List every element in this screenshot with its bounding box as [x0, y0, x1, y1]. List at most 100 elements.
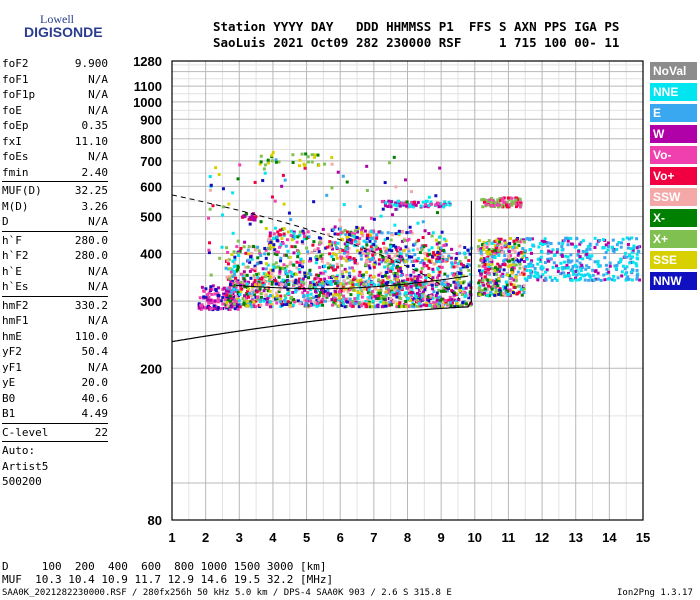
echo-point [295, 240, 299, 244]
echo-point [430, 281, 434, 285]
y-tick-label: 900 [140, 112, 162, 127]
echo-point [385, 236, 389, 240]
echo-point [268, 300, 272, 304]
echo-point [487, 239, 491, 243]
echo-point [291, 290, 295, 294]
echo-point [259, 220, 263, 224]
echo-point [442, 286, 446, 290]
echo-point [567, 273, 571, 277]
echo-point [575, 273, 579, 277]
echo-point [253, 275, 257, 279]
echo-point [292, 232, 296, 236]
echo-point [575, 259, 579, 263]
echo-point [522, 287, 526, 291]
echo-point [450, 301, 454, 305]
echo-point [419, 296, 423, 300]
echo-point [241, 297, 245, 301]
echo-point [635, 277, 639, 281]
echo-point [435, 211, 439, 215]
echo-point [519, 250, 523, 254]
echo-point [508, 288, 512, 292]
echo-point [391, 267, 395, 271]
echo-point [225, 246, 229, 250]
echo-point [417, 288, 421, 292]
echo-point [524, 265, 528, 269]
echo-point [525, 257, 529, 261]
param-key: h`Es [2, 280, 29, 293]
echo-point [367, 302, 371, 306]
echo-point [311, 243, 315, 247]
echo-point [487, 259, 491, 263]
echo-point [218, 256, 222, 260]
echo-point [359, 257, 363, 261]
echo-point [399, 282, 403, 286]
echo-point [570, 259, 574, 263]
echo-point [493, 252, 497, 256]
echo-point [635, 246, 639, 250]
echo-point [277, 160, 281, 164]
echo-point [284, 296, 288, 300]
echo-point [271, 245, 275, 249]
echo-point [518, 261, 522, 265]
echo-point [608, 264, 612, 268]
echo-point [280, 184, 284, 188]
echo-point [300, 265, 304, 269]
echo-point [390, 249, 394, 253]
echo-point [413, 292, 417, 296]
echo-point [336, 232, 340, 236]
echo-point [255, 290, 259, 294]
echo-point [408, 225, 412, 229]
echo-point [259, 303, 263, 307]
echo-point [265, 286, 269, 290]
x-tick-label: 1 [168, 530, 175, 545]
echo-point [321, 297, 325, 301]
param-row-md: M(D) 3.26 [2, 199, 108, 215]
echo-point [272, 243, 276, 247]
echo-point [564, 254, 568, 258]
echo-point [321, 303, 325, 307]
echo-point [296, 281, 300, 285]
echo-point [503, 254, 507, 258]
echo-point [373, 260, 377, 264]
echo-point [619, 257, 623, 261]
echo-point [615, 247, 619, 251]
echo-point [381, 279, 385, 283]
echo-point [574, 278, 578, 282]
echo-point [285, 238, 289, 242]
echo-point [309, 299, 313, 303]
echo-point [619, 260, 623, 264]
echo-point [416, 299, 420, 303]
echo-point [352, 232, 356, 236]
echo-point [413, 242, 417, 246]
echo-point [229, 299, 233, 303]
echo-point [354, 240, 358, 244]
echo-point [216, 291, 220, 295]
echo-point [456, 298, 460, 302]
echo-point [343, 305, 347, 309]
echo-point [497, 264, 501, 268]
echo-point [268, 243, 272, 247]
echo-point [400, 304, 404, 308]
echo-point [316, 302, 320, 306]
echo-point [435, 303, 439, 307]
echo-point [291, 234, 295, 238]
echo-point [346, 250, 350, 254]
echo-point [489, 290, 493, 294]
echo-point [208, 175, 212, 179]
echo-point [604, 250, 608, 254]
echo-point [590, 254, 594, 258]
echo-point [431, 254, 435, 258]
echo-point [602, 246, 606, 250]
echo-point [511, 291, 515, 295]
echo-point [342, 302, 346, 306]
echo-point [389, 238, 393, 242]
param-group-profile: hmF2 330.2 hmF1 N/A hmE 110.0 yF2 50.4 yF1 N/A yE 2… [2, 298, 108, 422]
echo-point [611, 238, 615, 242]
echo-point [566, 271, 570, 275]
echo-point [487, 248, 491, 252]
echo-point [496, 198, 500, 202]
echo-point [562, 260, 566, 264]
echo-point [392, 263, 396, 267]
echo-point [635, 274, 639, 278]
echo-point [208, 188, 212, 192]
